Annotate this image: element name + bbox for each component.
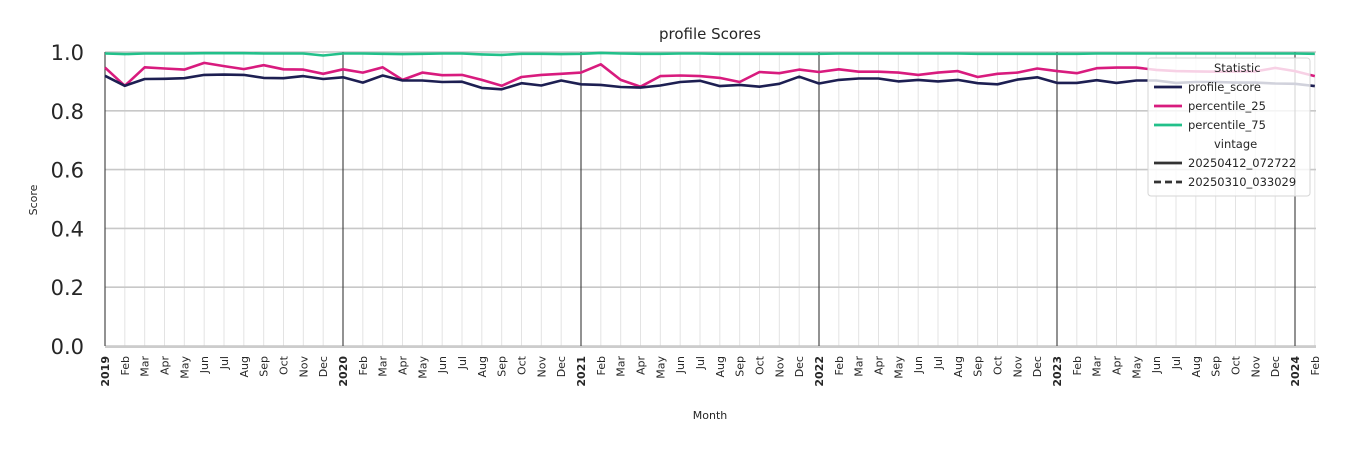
x-tick-month-label: Aug: [1190, 356, 1203, 377]
y-tick-label: 0.4: [51, 217, 84, 241]
x-tick-month-label: Apr: [635, 356, 648, 376]
x-tick-month-label: Apr: [873, 356, 886, 376]
x-tick-month-label: Oct: [278, 355, 291, 375]
legend-section-title: Statistic: [1214, 61, 1261, 75]
x-tick-month-label: Mar: [139, 356, 152, 377]
series-line-profile-score: [104, 73, 1315, 91]
x-tick-month-label: Oct: [516, 355, 529, 375]
grid-lines: [104, 51, 1316, 348]
legend-section-title: vintage: [1214, 137, 1257, 151]
x-tick-month-label: Sep: [496, 356, 509, 377]
x-tick-year-label: 2021: [575, 356, 588, 387]
x-tick-month-label: Oct: [1230, 355, 1243, 375]
legend-box: [1147, 57, 1311, 197]
x-tick-month-label: Nov: [1011, 356, 1024, 378]
x-tick-month-label: Aug: [476, 356, 489, 377]
x-tick-month-label: Mar: [1091, 356, 1104, 377]
x-tick-month-label: Mar: [615, 356, 628, 377]
y-axis-label: Score: [27, 184, 40, 215]
x-tick-year-label: 2023: [1051, 356, 1064, 387]
x-tick-month-label: Sep: [258, 356, 271, 377]
x-axis-ticks: 2019 Feb Mar Apr May Jun Jul Aug Sep Oct Nov Dec 202…: [99, 355, 1322, 386]
x-tick-month-label: Feb: [1309, 356, 1322, 375]
x-tick-month-label: Sep: [972, 356, 985, 377]
y-tick-label: 0.2: [51, 276, 84, 300]
x-axis-label: Month: [693, 409, 728, 422]
x-tick-month-label: Sep: [1210, 356, 1223, 377]
x-tick-month-label: May: [654, 356, 667, 379]
x-tick-month-label: Dec: [317, 356, 330, 377]
legend-entry-profile-score: profile_score: [1188, 80, 1261, 94]
x-tick-month-label: Dec: [1031, 356, 1044, 377]
series-lines: [104, 51, 1316, 91]
x-tick-month-label: Jul: [1170, 356, 1183, 370]
x-tick-month-label: Feb: [595, 356, 608, 375]
x-tick-month-label: Apr: [1111, 356, 1124, 376]
y-tick-label: 0.6: [51, 159, 84, 183]
y-tick-label: 0.0: [51, 335, 84, 359]
x-tick-month-label: Jun: [1150, 356, 1163, 374]
y-tick-label: 1.0: [51, 41, 84, 65]
x-tick-month-label: Mar: [377, 356, 390, 377]
series-line-percentile-25: [104, 61, 1316, 88]
x-tick-month-label: Aug: [952, 356, 965, 377]
x-tick-month-label: May: [1130, 356, 1143, 379]
x-tick-month-label: Jun: [198, 356, 211, 374]
x-tick-month-label: May: [892, 356, 905, 379]
x-tick-month-label: Jul: [456, 356, 469, 370]
y-axis-ticks: 0.0 0.2 0.4 0.6 0.8 1.0: [51, 41, 84, 359]
x-tick-month-label: Mar: [853, 356, 866, 377]
x-tick-year-label: 2024: [1289, 356, 1302, 387]
x-tick-month-label: Jun: [436, 356, 449, 374]
x-tick-month-label: Oct: [754, 355, 767, 375]
x-tick-month-label: Jun: [674, 356, 687, 374]
x-tick-month-label: Sep: [734, 356, 747, 377]
x-tick-month-label: Aug: [714, 356, 727, 377]
x-tick-month-label: Nov: [297, 356, 310, 378]
y-tick-label: 0.8: [51, 100, 84, 124]
x-tick-year-label: 2019: [99, 356, 112, 387]
legend-entry-percentile-75: percentile_75: [1188, 118, 1266, 132]
x-tick-month-label: Feb: [1071, 356, 1084, 375]
x-tick-month-label: Nov: [535, 356, 548, 378]
x-tick-month-label: Aug: [238, 356, 251, 377]
x-tick-month-label: Jun: [912, 356, 925, 374]
x-tick-month-label: Dec: [1269, 356, 1282, 377]
x-tick-month-label: Feb: [119, 356, 132, 375]
x-tick-month-label: Apr: [397, 356, 410, 376]
x-tick-month-label: May: [178, 356, 191, 379]
x-tick-month-label: Jul: [218, 356, 231, 370]
x-tick-month-label: Feb: [357, 356, 370, 375]
legend-entry-percentile-25: percentile_25: [1188, 99, 1266, 113]
x-tick-month-label: Jul: [932, 356, 945, 370]
x-tick-month-label: Feb: [833, 356, 846, 375]
x-tick-year-label: 2022: [813, 356, 826, 387]
x-tick-month-label: Oct: [992, 355, 1005, 375]
x-tick-month-label: Apr: [159, 356, 172, 376]
x-tick-month-label: Jul: [694, 356, 707, 370]
series-line-percentile-75: [104, 51, 1315, 57]
chart-title: profile Scores: [659, 25, 761, 43]
x-tick-month-label: Nov: [773, 356, 786, 378]
legend-entry-vintage-0: 20250412_072722: [1188, 156, 1296, 170]
x-tick-month-label: Dec: [555, 356, 568, 377]
x-tick-month-label: Nov: [1249, 356, 1262, 378]
x-tick-year-label: 2020: [337, 356, 350, 387]
legend-entry-vintage-1: 20250310_033029: [1188, 175, 1296, 189]
x-tick-month-label: May: [416, 356, 429, 379]
legend: Statistic profile_score percentile_25perce…: [1147, 57, 1311, 197]
x-tick-month-label: Dec: [793, 356, 806, 377]
